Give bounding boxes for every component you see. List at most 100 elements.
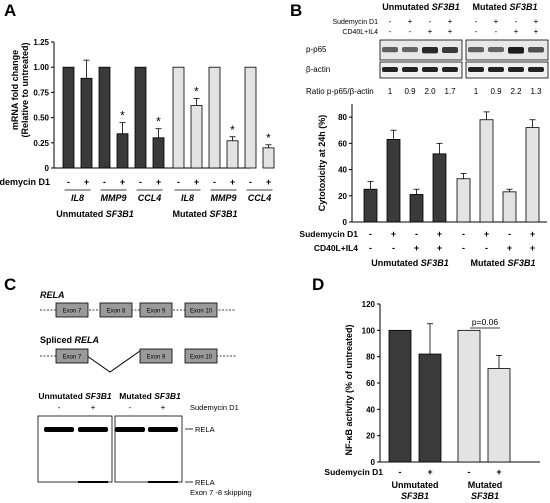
panel-d-ytick-label: 100	[362, 326, 376, 335]
panel-a-bar	[98, 66, 111, 169]
blot-band-bactin	[528, 67, 544, 72]
panel-b-ylabel: Cytotoxicity at 24h (%)	[317, 115, 327, 212]
panel-a-bar	[226, 140, 239, 169]
blot-sign-cd40l: -	[495, 27, 498, 36]
panel-a-sign: -	[177, 177, 180, 187]
blot-band-pp65	[442, 47, 458, 54]
spliced-exon-label: Exon 9	[147, 355, 166, 361]
panel-b-sign-sudemycin: -	[415, 229, 418, 239]
blot-ratio-value: 1.7	[444, 87, 456, 96]
blot-band-pp65	[402, 47, 418, 53]
panel-a-gene-label: CCL4	[138, 193, 162, 203]
blot-band-pp65	[468, 47, 484, 53]
panel-d-bar	[388, 329, 412, 463]
panel-a-bar	[152, 137, 165, 169]
panel-a-significance: *	[156, 115, 161, 129]
panel-b-letter: B	[290, 1, 302, 20]
panel-d-treatment-label: Sudemycin D1	[324, 467, 383, 477]
panel-a-bar	[190, 105, 203, 169]
gel-sign: -	[58, 403, 61, 412]
blot-sign-sudemycin: +	[448, 17, 453, 26]
panel-d-chart: NF-κB activity (% of untreated) 0 20 40 60 8…	[324, 300, 540, 501]
spliced-exon-label: Exon 7	[63, 355, 82, 361]
panel-a-sign: +	[84, 177, 89, 187]
panel-b-sign-sudemycin: -	[369, 229, 372, 239]
panel-b-ytick-label: 40	[338, 166, 347, 175]
blot-band-bactin	[382, 67, 398, 72]
panel-d-sign: -	[468, 467, 471, 477]
gel-band-skipping-label: Exon 7 -8 skipping	[190, 488, 252, 497]
blot-ratio-label: Ratio p-p65/β-actin	[306, 87, 374, 96]
blot-membrane-bactin-right	[465, 61, 549, 79]
panel-b-sign-sudemycin: -	[508, 229, 511, 239]
panel-d-bar	[457, 329, 481, 463]
panel-b-ytick-label: 60	[338, 139, 347, 148]
panel-b-row-cd40l: CD40L+IL4	[314, 243, 358, 253]
panel-b-bar	[456, 178, 471, 223]
panel-b-ytick-label: 20	[338, 192, 347, 201]
gel-band-skipping	[148, 481, 178, 483]
panel-b-bar	[363, 188, 378, 223]
panel-a-bar	[116, 133, 129, 169]
panel-d-ytick-label: 0	[371, 458, 376, 467]
panel-b-sign-sudemycin: +	[484, 229, 489, 239]
gel-group-mutated: Mutated SF3B1	[119, 391, 181, 401]
panel-a-sign: -	[249, 177, 252, 187]
blot-sign-cd40l: +	[534, 27, 539, 36]
panel-c-gene-diagram: RELA Exon 7 Exon 8 Exon 9 Exon 10 Spliced R…	[40, 290, 236, 373]
gel-band-skipping	[78, 481, 108, 483]
blot-sign-sudemycin: +	[494, 17, 499, 26]
panel-a-ytick-label: 0.25	[33, 139, 49, 148]
blot-sign-cd40l: +	[448, 27, 453, 36]
blot-sign-sudemycin: -	[475, 17, 478, 26]
panel-a-significance: *	[266, 131, 271, 145]
panel-d-ylabel: NF-κB activity (% of untreated)	[344, 324, 354, 455]
gel-band-label-bottom: RELA	[195, 478, 215, 487]
blot-band-bactin	[468, 67, 484, 72]
panel-a-ylabel-2: (Relative to untreated)	[20, 42, 30, 137]
blot-band-bactin	[508, 67, 524, 72]
panel-b-bar	[479, 119, 494, 223]
panel-a-treatment-label: Sudemycin D1	[0, 177, 50, 187]
blot-sign-cd40l: -	[389, 27, 392, 36]
blot-sign-sudemycin: -	[389, 17, 392, 26]
blot-membrane-pp65-right	[465, 39, 549, 61]
panel-a-significance: *	[120, 109, 125, 123]
panel-d-group-unmutated-l2: SF3B1	[401, 491, 429, 501]
panel-b-sign-cd40l: -	[392, 243, 395, 253]
exon-label: Exon 10	[190, 309, 213, 315]
panel-d-group-mutated-l1: Mutated	[468, 480, 503, 490]
panel-b-western-blot: Unmutated SF3B1 Mutated SF3B1 Sudemycin …	[306, 2, 549, 96]
panel-b-sign-cd40l: +	[437, 243, 442, 253]
spliced-exon-box	[55, 348, 89, 364]
panel-a-sign: +	[120, 177, 125, 187]
panel-d-group-mutated-l2: SF3B1	[471, 491, 499, 501]
panel-d-sign: -	[399, 467, 402, 477]
gel-sign: +	[161, 403, 166, 412]
exon-box	[99, 302, 133, 318]
panel-d-letter: D	[312, 275, 324, 294]
blot-band-pp65	[528, 47, 544, 53]
gel-sign: -	[129, 403, 132, 412]
panel-b-sign-cd40l: +	[507, 243, 512, 253]
panel-a-gene-label: IL8	[181, 193, 194, 203]
blot-label-pp65: p-p65	[306, 45, 327, 54]
gel-treatment-label: Sudemycin D1	[190, 403, 239, 412]
gel-band-rela	[78, 427, 108, 432]
panel-a-sign: -	[103, 177, 106, 187]
panel-a-gene-label: MMP9	[100, 193, 126, 203]
panel-b-sign-cd40l: +	[414, 243, 419, 253]
panel-a-bar	[80, 77, 93, 169]
blot-band-bactin	[422, 67, 438, 72]
blot-band-bactin	[488, 67, 504, 72]
blot-ratio-value: 1.3	[530, 87, 542, 96]
panel-a-ylabel-1: mRNA fold change	[10, 50, 20, 130]
panel-c-letter: C	[4, 275, 16, 294]
panel-a-sign: -	[213, 177, 216, 187]
panel-a-bar	[262, 147, 275, 169]
blot-sign-cd40l: +	[514, 27, 519, 36]
panel-a-ytick-label: 0.50	[33, 114, 49, 123]
panel-d-ytick-label: 20	[366, 432, 375, 441]
blot-ratio-value: 0.9	[404, 87, 416, 96]
panel-b-row-sudemycin: Sudemycin D1	[299, 229, 358, 239]
